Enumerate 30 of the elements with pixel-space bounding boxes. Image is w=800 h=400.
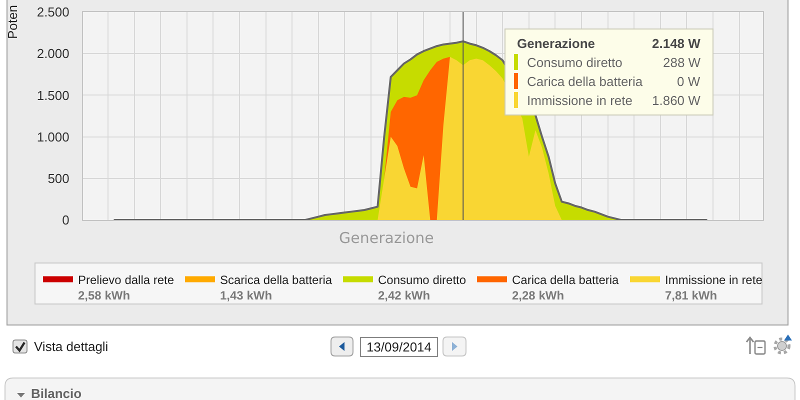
y-tick-label: 500 [48, 170, 70, 186]
text: 13/09/2014 [366, 340, 432, 354]
annotation: Generazione [517, 36, 596, 51]
y-tick-label: 2.000 [36, 46, 70, 62]
annotation: 1.860 W [652, 93, 702, 108]
annotation: 288 W [663, 55, 702, 70]
y-tick-label: 2.500 [36, 4, 70, 20]
y-tick-label: 0 [62, 212, 70, 228]
annotation: Carica della batteria [527, 74, 644, 89]
legend-label: Prelievo dalla rete [78, 272, 174, 287]
y-axis-title: Poten [5, 5, 20, 39]
legend-label: Scarica della batteria [220, 272, 332, 287]
text: Bilancio [31, 386, 82, 400]
legend-label: Carica della batteria [512, 272, 620, 287]
annotation: Immissione in rete [527, 93, 632, 108]
annotation: 2.148 W [652, 36, 702, 51]
line-series [114, 40, 708, 220]
text: 2,42 kWh [378, 288, 430, 303]
text: 1,43 kWh [220, 288, 272, 303]
y-tick-label: 1.000 [36, 129, 70, 144]
legend-label: Consumo diretto [378, 272, 466, 287]
text: 2,58 kWh [78, 288, 130, 303]
legend-label: Immissione in rete [665, 272, 763, 287]
x-axis-title: Generazione [339, 229, 434, 247]
text: 7,81 kWh [665, 288, 718, 303]
annotation: 0 W [677, 74, 701, 89]
annotation: Consumo diretto [527, 55, 622, 70]
text: Vista dettagli [34, 339, 108, 354]
y-tick-label: 1.500 [36, 88, 70, 103]
text: 2,28 kWh [512, 288, 564, 303]
